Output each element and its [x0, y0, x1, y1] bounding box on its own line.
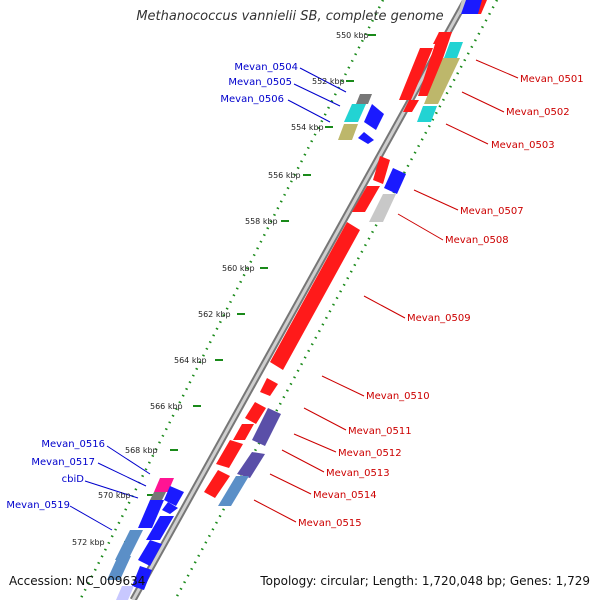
gene-arrow: [237, 452, 265, 478]
gene-arrow: [216, 440, 243, 468]
gene-arrow: [138, 500, 164, 528]
tick-label: 562 kbp: [198, 310, 231, 319]
gene-arrow: [444, 42, 463, 58]
tick-label: 550 kbp: [336, 31, 369, 40]
tick-label: 556 kbp: [268, 171, 301, 180]
gene-arrow: [150, 492, 166, 500]
gene-arrow: [116, 586, 134, 600]
gene-label: Mevan_0503: [491, 140, 555, 151]
gene-labels-left: Mevan_0504 Mevan_0505 Mevan_0506 Mevan_0516…: [6, 62, 298, 511]
tick-label: 568 kbp: [125, 446, 158, 455]
gene-label: Mevan_0504: [234, 62, 298, 73]
tick-label: 570 kbp: [98, 491, 131, 500]
gene-label: Mevan_0511: [348, 426, 412, 437]
topology-text: Topology: circular; Length: 1,720,048 bp…: [260, 574, 590, 588]
tick-label: 566 kbp: [150, 402, 183, 411]
gene-label: Mevan_0510: [366, 391, 430, 402]
tick-label: 552 kbp: [312, 77, 345, 86]
gene-label: cbiD: [62, 474, 85, 485]
gene-arrow: [358, 132, 374, 144]
gene-arrow: [364, 104, 384, 130]
tick-ring-inner: [78, 0, 385, 600]
gene-arrow: [338, 124, 358, 140]
gene-label: Mevan_0505: [228, 77, 292, 88]
tick-label: 554 kbp: [291, 123, 324, 132]
gene-label: Mevan_0516: [41, 439, 105, 450]
gene-arrow: [107, 556, 131, 580]
leader-lines-right: [253, 59, 519, 523]
gene-arrow: [245, 402, 266, 424]
gene-arrow: [417, 106, 437, 122]
gene-arrow: [218, 476, 249, 506]
gene-label: Mevan_0513: [326, 468, 390, 479]
gene-label: Mevan_0517: [31, 457, 95, 468]
map-title: Methanococcus vannielii SB, complete gen…: [136, 9, 444, 24]
gene-arrow: [132, 566, 152, 590]
gene-arrow: [270, 222, 360, 370]
backbone: [129, 0, 470, 600]
gene-arrow: [344, 104, 366, 122]
tick-labels: 550 kbp 552 kbp 554 kbp 556 kbp 558 kbp 560 k…: [72, 31, 369, 547]
gene-label: Mevan_0519: [6, 500, 70, 511]
gene-arrow: [138, 540, 162, 566]
tick-label: 558 kbp: [245, 217, 278, 226]
gene-arrow: [233, 424, 254, 440]
leader-lines-left: [69, 67, 347, 531]
gene-label: Mevan_0501: [520, 74, 584, 85]
tick-ring-outer: [173, 0, 499, 600]
gene-arrow: [352, 186, 380, 212]
accession-text: Accession: NC_009634: [9, 574, 146, 588]
gene-arrow: [373, 156, 390, 184]
gene-arrow: [164, 486, 184, 506]
gene-arrow: [424, 58, 460, 104]
gene-arrow: [399, 48, 433, 100]
gene-labels-right: Mevan_0501 Mevan_0502 Mevan_0503 Mevan_0507…: [298, 74, 584, 529]
tick-label: 572 kbp: [72, 538, 105, 547]
gene-label: Mevan_0514: [313, 490, 377, 501]
gene-arrow: [260, 378, 278, 396]
gene-arrow: [418, 32, 452, 96]
tick-label: 564 kbp: [174, 356, 207, 365]
gene-arrow: [369, 194, 396, 222]
gene-label: Mevan_0507: [460, 206, 524, 217]
gene-label: Mevan_0508: [445, 235, 509, 246]
gene-label: Mevan_0506: [220, 94, 284, 105]
gene-arrow: [403, 100, 419, 112]
gene-arrow: [146, 516, 174, 540]
gene-arrow: [204, 470, 230, 498]
tick-label: 560 kbp: [222, 264, 255, 273]
gene-arrow: [252, 408, 281, 446]
gene-label: Mevan_0502: [506, 107, 570, 118]
gene-arrow: [384, 168, 406, 194]
gene-label: Mevan_0512: [338, 448, 402, 459]
gene-arrow: [461, 0, 482, 14]
gene-label: Mevan_0509: [407, 313, 471, 324]
gene-arrow: [433, 32, 446, 44]
gene-arrow: [356, 94, 372, 104]
gene-label: Mevan_0515: [298, 518, 362, 529]
genes-forward: [204, 0, 487, 506]
genes-reverse: [107, 94, 384, 600]
gene-arrow: [162, 502, 178, 514]
gene-arrow: [115, 530, 143, 560]
